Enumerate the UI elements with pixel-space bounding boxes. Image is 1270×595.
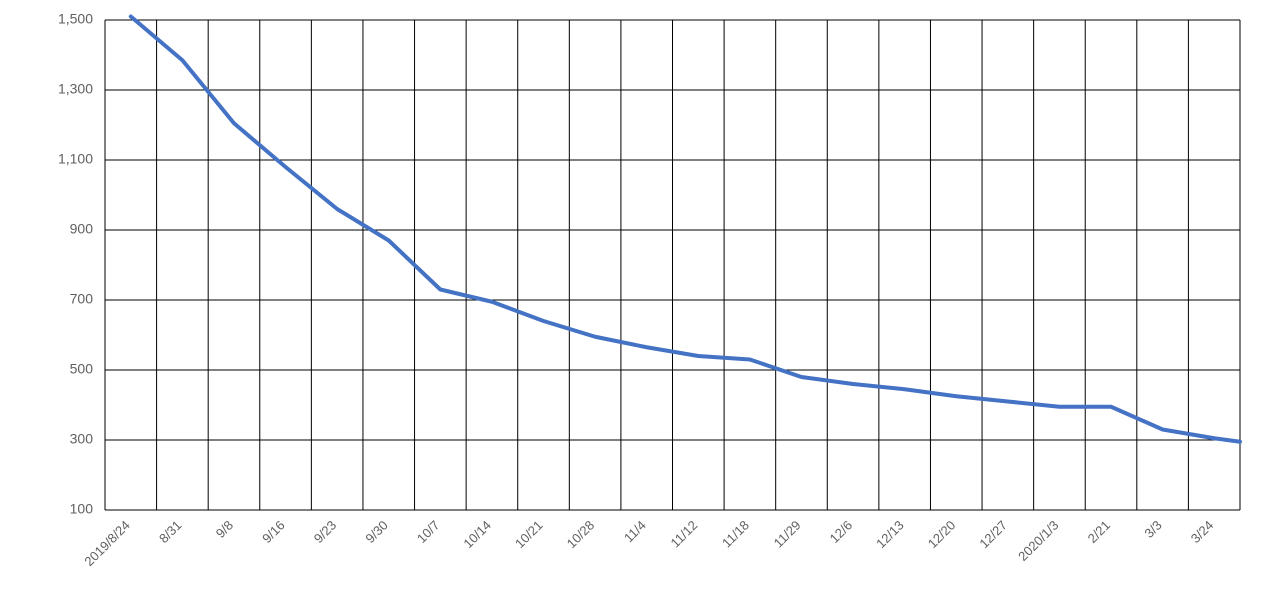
y-tick-label: 1,300: [58, 81, 93, 97]
x-tick-label: 2/21: [1085, 518, 1114, 547]
y-tick-label: 300: [70, 431, 94, 447]
x-tick-label: 10/21: [512, 518, 546, 552]
x-tick-label: 9/16: [259, 518, 288, 547]
line-chart: 100 300 500 700 900 1,100 1,300 1,500 2019/8/24 8…: [0, 0, 1270, 595]
y-tick-label: 1,100: [58, 151, 93, 167]
x-tick-label: 10/7: [414, 518, 443, 547]
chart-svg: 100 300 500 700 900 1,100 1,300 1,500 2019/8/24 8…: [0, 0, 1270, 595]
x-tick-label: 12/13: [873, 518, 907, 552]
x-tick-label: 9/30: [362, 518, 391, 547]
x-tick-label: 9/8: [213, 518, 236, 541]
x-tick-label: 11/29: [771, 518, 804, 551]
x-tick-label: 12/20: [925, 518, 959, 552]
y-tick-label: 500: [70, 361, 94, 377]
x-tick-label: 12/27: [976, 518, 1010, 552]
x-tick-label: 3/24: [1188, 518, 1217, 547]
y-tick-label: 900: [70, 221, 94, 237]
x-tick-label: 3/3: [1141, 518, 1164, 541]
y-tick-label: 700: [70, 291, 94, 307]
x-tick-label: 2019/8/24: [81, 518, 133, 570]
x-tick-label: 2020/1/3: [1015, 518, 1061, 564]
x-tick-label: 11/4: [621, 518, 649, 546]
x-tick-label: 12/6: [827, 518, 856, 547]
y-tick-label: 1,500: [58, 11, 93, 27]
y-tick-label: 100: [70, 501, 94, 517]
x-tick-label: 8/31: [156, 518, 185, 547]
x-tick-label: 9/23: [311, 518, 340, 547]
x-tick-label: 11/18: [719, 518, 752, 551]
x-tick-label: 10/28: [564, 518, 598, 552]
data-line: [131, 17, 1240, 442]
x-tick-label: 10/14: [460, 518, 494, 552]
x-tick-label: 11/12: [667, 518, 700, 551]
